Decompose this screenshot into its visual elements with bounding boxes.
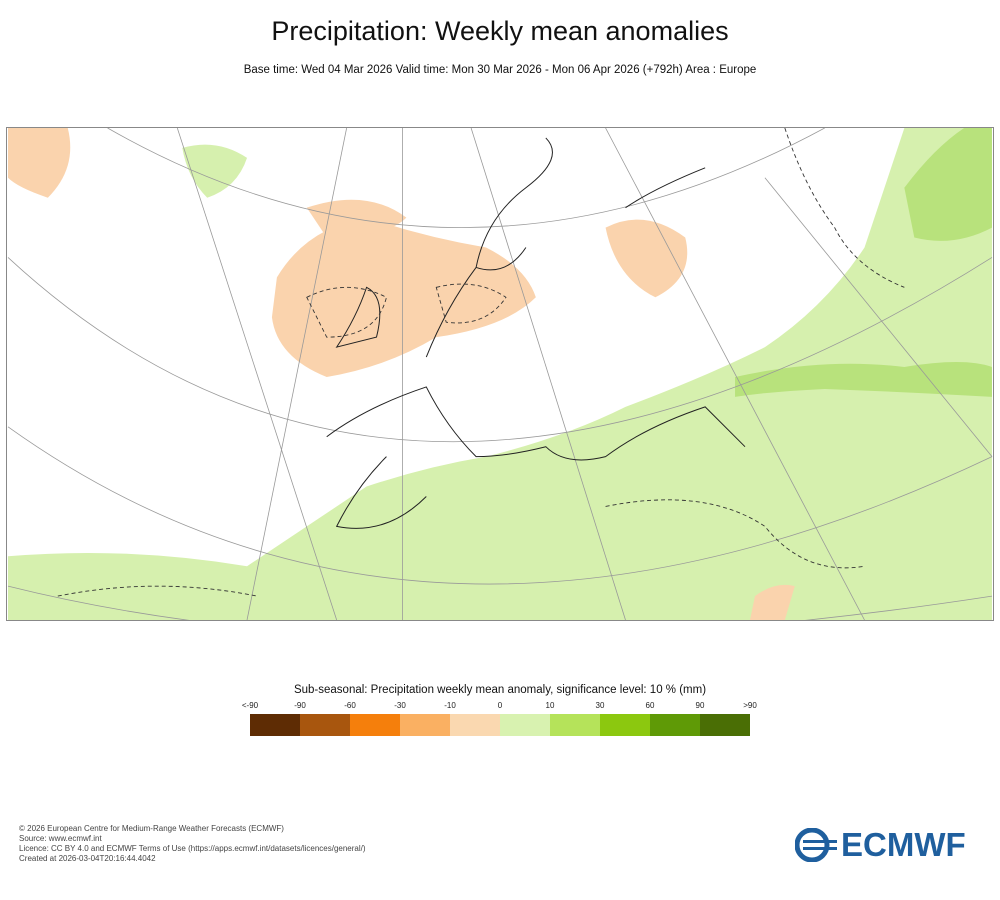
dry-region-nw [8, 128, 71, 198]
footer-licence: Licence: CC BY 4.0 and ECMWF Terms of Us… [19, 844, 366, 853]
colorbar-tick-label: -10 [444, 701, 456, 710]
colorbar-tick-label: -90 [294, 701, 306, 710]
graticule [7, 128, 993, 620]
colorbar-swatch [650, 714, 700, 736]
chart-subtitle: Base time: Wed 04 Mar 2026 Valid time: M… [243, 64, 757, 76]
colorbar-swatch [400, 714, 450, 736]
footer-copyright: © 2026 European Centre for Medium-Range … [19, 824, 284, 833]
wet-region-greenland [182, 144, 248, 198]
colorbar-swatch [550, 714, 600, 736]
colorbar-swatch [700, 714, 750, 736]
footer-source: Source: www.ecmwf.int [19, 834, 102, 843]
ecmwf-logo: ECMWF [795, 826, 966, 864]
dry-region-sw [749, 584, 795, 620]
dry-region-cluster [306, 199, 407, 238]
significance-contours [57, 128, 905, 597]
dry-region-east [605, 219, 688, 298]
chart-title: Precipitation: Weekly mean anomalies [271, 16, 729, 46]
footer: © 2026 European Centre for Medium-Range … [19, 824, 366, 864]
dry-region-north [271, 217, 536, 377]
colorbar [250, 714, 750, 736]
colorbar-tick-label: >90 [743, 701, 757, 710]
colorbar-tick-label: 10 [545, 701, 555, 710]
colorbar-tick-label: <-90 [241, 701, 259, 710]
footer-created: Created at 2026-03-04T20:16:44.4042 [19, 854, 156, 863]
ecmwf-logo-icon [795, 828, 837, 862]
colorbar-tick-label: -60 [344, 701, 356, 710]
wet-region-south-strong [735, 362, 992, 397]
colorbar-swatch [250, 714, 300, 736]
wet-region-south [8, 128, 992, 620]
ecmwf-logo-text: ECMWF [841, 826, 966, 863]
colorbar-swatch [500, 714, 550, 736]
anomaly-map [6, 127, 994, 621]
legend-title: Sub-seasonal: Precipitation weekly mean … [293, 684, 707, 696]
colorbar-tick-label: 30 [595, 701, 605, 710]
colorbar-tick-label: 60 [645, 701, 655, 710]
colorbar-tick-label: 0 [497, 701, 503, 710]
coastlines [326, 137, 746, 529]
colorbar-swatch [350, 714, 400, 736]
wet-region-ne [904, 128, 992, 241]
colorbar-swatch [450, 714, 500, 736]
colorbar-tick-label: 90 [695, 701, 705, 710]
colorbar-swatch [300, 714, 350, 736]
colorbar-tick-label: -30 [394, 701, 406, 710]
colorbar-swatch [600, 714, 650, 736]
